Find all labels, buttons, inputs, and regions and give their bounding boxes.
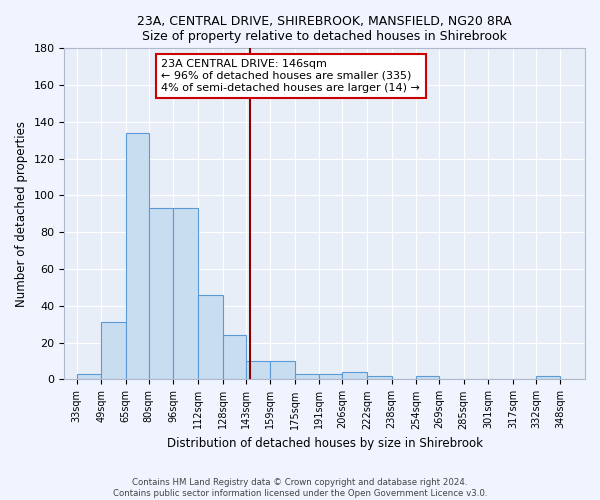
Bar (126, 133, 149, 380)
Bar (198, 295, 223, 380)
Bar (173, 208, 198, 380)
Title: 23A, CENTRAL DRIVE, SHIREBROOK, MANSFIELD, NG20 8RA
Size of property relative to: 23A, CENTRAL DRIVE, SHIREBROOK, MANSFIEL… (137, 15, 512, 43)
X-axis label: Distribution of detached houses by size in Shirebrook: Distribution of detached houses by size … (167, 437, 483, 450)
Bar (149, 208, 173, 380)
Bar (319, 374, 343, 380)
Bar (270, 361, 295, 380)
Bar (416, 376, 439, 380)
Text: 23A CENTRAL DRIVE: 146sqm
← 96% of detached houses are smaller (335)
4% of semi-: 23A CENTRAL DRIVE: 146sqm ← 96% of detac… (161, 60, 420, 92)
Bar (101, 322, 126, 380)
Bar (77, 374, 101, 380)
Y-axis label: Number of detached properties: Number of detached properties (15, 121, 28, 307)
Bar (245, 361, 270, 380)
Bar (536, 376, 560, 380)
Bar (223, 336, 245, 380)
Text: Contains HM Land Registry data © Crown copyright and database right 2024.
Contai: Contains HM Land Registry data © Crown c… (113, 478, 487, 498)
Bar (295, 374, 319, 380)
Bar (343, 372, 367, 380)
Bar (367, 376, 392, 380)
